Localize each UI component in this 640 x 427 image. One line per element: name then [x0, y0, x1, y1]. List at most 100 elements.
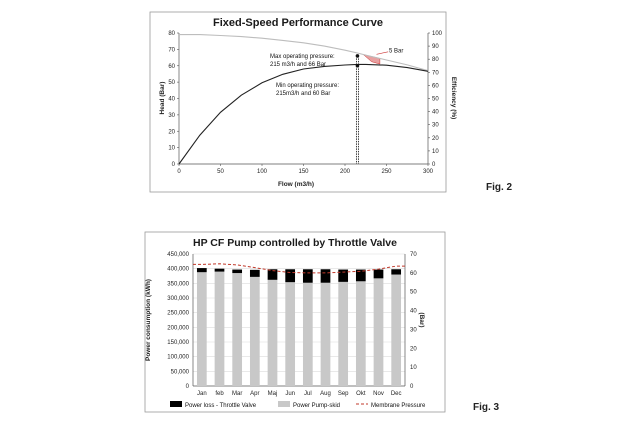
x-tick-label: Sep — [338, 391, 349, 397]
y2-tick-label: 10 — [410, 365, 417, 371]
x-tick-label: feb — [215, 391, 224, 397]
y2-tick-label: 40 — [410, 309, 417, 315]
min-pressure-label-1: Min operating pressure: — [276, 83, 339, 89]
bar-power-loss — [232, 269, 243, 274]
y-tick-label: 10 — [168, 146, 175, 152]
y2-axis-label: Efficiency (%) — [450, 77, 457, 120]
bar-pump-skid — [355, 281, 366, 386]
right-tick-labels: 0 10 20 30 40 50 60 70 — [410, 252, 417, 390]
bar-pump-skid — [249, 276, 260, 386]
figure-caption: Fig. 3 — [473, 402, 500, 413]
bar-pump-skid — [373, 278, 384, 386]
x-tick-label: 300 — [423, 169, 434, 175]
y2-tick-label: 50 — [432, 97, 439, 103]
bar-power-loss — [391, 269, 402, 275]
x-tick-label: Maj — [268, 391, 278, 397]
left-tick-labels: 0 10 20 30 40 50 60 70 80 — [168, 31, 179, 168]
bar-power-loss — [320, 269, 331, 283]
y-tick-label: 0 — [172, 162, 176, 168]
y2-tick-label: 20 — [432, 136, 439, 142]
y-tick-label: 30 — [168, 113, 175, 119]
y2-tick-label: 90 — [432, 44, 439, 50]
max-pressure-label-1: Max operating pressure: — [270, 54, 335, 60]
bar-pump-skid — [302, 282, 313, 386]
chart-title: Fixed-Speed Performance Curve — [213, 17, 383, 29]
bar-power-loss — [196, 268, 207, 273]
max-pressure-point — [355, 54, 360, 58]
x-tick-label: 200 — [340, 169, 351, 175]
series-line-membrane-pressure — [193, 263, 405, 274]
legend: Power loss - Throttle Valve Power Pump-s… — [170, 401, 426, 409]
y-tick-label: 60 — [168, 64, 175, 70]
x-tick-label: 0 — [177, 169, 181, 175]
y-tick-label: 400,000 — [167, 267, 189, 273]
y-tick-label: 80 — [168, 31, 175, 37]
bar-pump-skid — [285, 282, 296, 386]
chart-fixed-speed: Fixed-Speed Performance Curve 0 10 20 30 40 5… — [149, 11, 513, 193]
y2-tick-label: 30 — [432, 123, 439, 129]
y-tick-label: 50,000 — [171, 369, 190, 375]
bar-pump-skid — [391, 274, 402, 386]
legend-label-membrane: Membrane Pressure — [371, 403, 426, 409]
left-tick-labels: 0 50,000 100,000 150,000 200,000 250,000 300,0… — [167, 252, 189, 390]
bar-power-loss — [338, 269, 349, 282]
chart-frame — [149, 11, 447, 193]
x-tick-label: Apr — [250, 391, 259, 397]
x-tick-label: 100 — [257, 169, 268, 175]
y-axis-label: Power consumption (kWh) — [145, 279, 152, 361]
x-tick-labels: Jan feb Mar Apr Maj Jun Jul Aug Sep Okt Nov Dec — [197, 391, 402, 397]
x-tick-label: 50 — [217, 169, 224, 175]
pressure-band-label: 5 Bar — [389, 49, 403, 55]
x-tick-label: Aug — [320, 391, 331, 397]
x-tick-label: Mar — [232, 391, 242, 397]
y2-axis-label: (Bar) — [418, 312, 425, 327]
y-tick-label: 250,000 — [167, 311, 189, 317]
y-tick-label: 300,000 — [167, 296, 189, 302]
y2-tick-label: 100 — [432, 31, 443, 37]
bar-power-loss — [302, 269, 313, 283]
bar-pump-skid — [214, 271, 225, 386]
chart-throttle-valve: HP CF Pump controlled by Throttle Valve … — [144, 231, 500, 413]
min-pressure-point — [355, 63, 360, 68]
x-tick-label: Jun — [285, 391, 295, 397]
series-line-efficiency — [178, 63, 429, 165]
y2-tick-label: 50 — [410, 290, 417, 296]
y2-tick-label: 80 — [432, 57, 439, 63]
y-tick-label: 0 — [186, 384, 190, 390]
bars — [196, 268, 402, 386]
bar-pump-skid — [338, 281, 349, 386]
y2-tick-label: 60 — [432, 83, 439, 89]
x-tick-labels: 0 50 100 150 200 250 300 — [177, 164, 434, 175]
y2-tick-label: 70 — [432, 70, 439, 76]
bar-pump-skid — [320, 282, 331, 386]
y2-tick-label: 10 — [432, 149, 439, 155]
y-tick-label: 20 — [168, 129, 175, 135]
gridlines — [193, 253, 405, 372]
max-pressure-label-2: 215 m3/h and 66 Bar — [270, 62, 326, 68]
y2-tick-label: 30 — [410, 327, 417, 333]
y2-tick-label: 0 — [432, 162, 436, 168]
legend-label-power-loss: Power loss - Throttle Valve — [185, 403, 257, 409]
x-tick-label: Dec — [391, 391, 402, 397]
figure-caption: Fig. 2 — [486, 182, 513, 193]
bar-power-loss — [373, 269, 384, 279]
x-tick-label: Okt — [356, 391, 366, 397]
x-tick-label: Jul — [304, 391, 312, 397]
bar-pump-skid — [267, 279, 278, 386]
right-tick-labels: 0 10 20 30 40 50 60 70 80 90 100 — [428, 31, 443, 168]
y-axis-label: Head (Bar) — [159, 82, 166, 115]
y-tick-label: 40 — [168, 97, 175, 103]
y-tick-label: 70 — [168, 47, 175, 53]
bar-power-loss — [285, 269, 296, 283]
bar-power-loss — [267, 269, 278, 280]
x-tick-label: Jan — [197, 391, 207, 397]
y-tick-label: 450,000 — [167, 252, 189, 258]
pressure-band-arrow — [376, 51, 389, 55]
y2-tick-label: 60 — [410, 271, 417, 277]
bar-power-loss — [355, 269, 366, 282]
y-tick-label: 200,000 — [167, 325, 189, 331]
bar-power-loss — [249, 269, 260, 277]
min-pressure-label-2: 215m3/h and 60 Bar — [276, 91, 330, 97]
legend-swatch-pump-skid — [278, 401, 290, 407]
chart-title: HP CF Pump controlled by Throttle Valve — [193, 237, 397, 249]
